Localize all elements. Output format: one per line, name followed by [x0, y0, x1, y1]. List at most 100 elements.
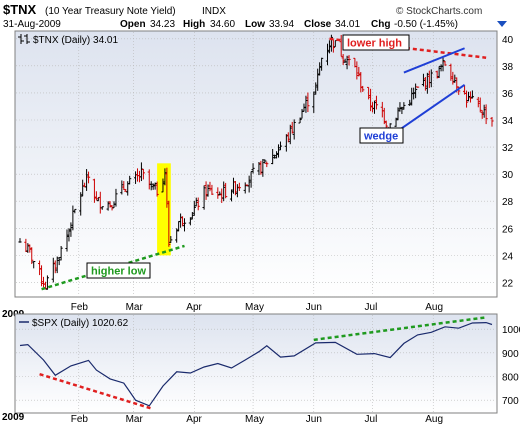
ohlc-bar [412, 87, 416, 100]
ohlc-bar [400, 106, 404, 115]
ohlc-bar [224, 182, 228, 199]
ohlc-bar [178, 213, 183, 228]
ohlc-bar [122, 181, 126, 190]
y-tick-label: 28 [502, 197, 514, 208]
ohlc-bar [451, 71, 455, 85]
ohlc-bar [290, 121, 294, 134]
ohlc-bar [298, 117, 302, 124]
ohlc-bar [316, 68, 320, 91]
y-tick-label: 32 [502, 143, 514, 154]
x-tick-label: May [245, 302, 264, 313]
ohlc-bar [233, 181, 238, 196]
ohlc-bar [271, 148, 275, 165]
ohlc-bar [169, 236, 173, 243]
open-value: 34.23 [150, 19, 175, 30]
ohlc-bar [128, 175, 132, 185]
ohlc-bar [476, 96, 480, 108]
year-label: 2009 [2, 309, 25, 320]
ohlc-bar [210, 184, 214, 195]
ohlc-bar [470, 90, 475, 99]
open-label: Open [120, 19, 146, 30]
x-tick-label: Jul [365, 302, 378, 313]
close-label: Close [304, 19, 332, 30]
ohlc-bar [259, 160, 263, 175]
x-tick-label: Mar [126, 302, 144, 313]
spx-series-line [19, 321, 493, 407]
ohlc-bar [59, 245, 63, 261]
ohlc-bar [251, 163, 255, 174]
ohlc-bar [423, 76, 428, 91]
ohlc-bar [188, 217, 192, 226]
ohlc-bar [325, 43, 330, 66]
ohlc-bar [284, 134, 288, 152]
ohlc-bar [384, 120, 388, 128]
ohlc-bar [204, 181, 208, 200]
ohlc-bar [206, 184, 210, 197]
ohlc-bar [357, 66, 361, 77]
y-tick-label: 36 [502, 89, 514, 100]
y-tick-label: 800 [502, 373, 519, 384]
ohlc-bar [202, 185, 206, 210]
close-value: 34.01 [335, 19, 360, 30]
ohlc-bar [453, 74, 457, 83]
ohlc-bar [86, 171, 91, 184]
chevron-down-icon[interactable] [497, 21, 507, 27]
price-panel [14, 30, 498, 298]
ohlc-bar [347, 55, 351, 66]
ohlc-bar [314, 82, 318, 95]
ohlc-bar [247, 175, 251, 193]
ohlc-bar [257, 161, 261, 176]
x-tick-label: Aug [425, 414, 443, 425]
x-tick-label: Apr [186, 414, 202, 425]
spx-legend-text: $SPX (Daily) 1020.62 [32, 318, 129, 329]
ohlc-bar [341, 54, 345, 65]
ohlc-bar [192, 200, 196, 216]
ohlc-bar [182, 218, 187, 232]
ohlc-bar [278, 141, 283, 151]
label-higher-low: higher low [86, 262, 151, 279]
spx-trendline-down [39, 372, 152, 410]
ohlc-bar [155, 181, 159, 197]
low-label: Low [245, 19, 265, 30]
spx-trendline-up [313, 316, 487, 342]
ohlc-bar [141, 168, 145, 180]
ohlc-bar [180, 216, 185, 227]
year-label-bottom: 2009 [2, 412, 25, 423]
symbol-label: $TNX [3, 2, 37, 17]
ohlc-bar [69, 222, 73, 237]
price-x-axis: Feb Mar Apr May Jun Jul Aug [71, 302, 443, 313]
ohlc-bar [408, 99, 412, 106]
ohlc-bar [415, 86, 420, 88]
y-tick-label: 700 [502, 396, 519, 407]
chg-value: -0.50 (-1.45%) [394, 19, 458, 30]
ohlc-bar [480, 110, 484, 119]
ohlc-bar [276, 144, 281, 158]
ohlc-bar [26, 243, 30, 253]
ohlc-bar [222, 181, 226, 202]
x-tick-label: Mar [126, 414, 144, 425]
ohlc-bar [382, 107, 386, 125]
wedge-upper-line [403, 47, 465, 74]
x-tick-label: Aug [425, 302, 443, 313]
ohlc-bar [367, 86, 371, 100]
ohlc-bar [372, 100, 377, 114]
ohlc-bar [288, 124, 292, 145]
label-lower-high: lower high [342, 34, 410, 51]
ohlc-bar [396, 107, 400, 121]
ohlc-bar [153, 182, 157, 190]
ohlc-bar [65, 229, 69, 252]
ohlc-bar [196, 197, 200, 211]
ohlc-bar [28, 244, 32, 253]
ohlc-bar [114, 188, 118, 207]
ohlc-bar [120, 180, 124, 195]
ohlc-bar [94, 191, 98, 201]
ohlc-bar [190, 211, 194, 220]
ohlc-bar [273, 154, 277, 159]
high-label: High [183, 19, 205, 30]
ohlc-bar [482, 104, 486, 118]
ohlc-bar [443, 60, 447, 66]
ohlc-bar [398, 102, 402, 112]
ohlc-bar [394, 117, 398, 127]
ohlc-bar [329, 34, 334, 52]
ohlc-bar [30, 247, 34, 265]
